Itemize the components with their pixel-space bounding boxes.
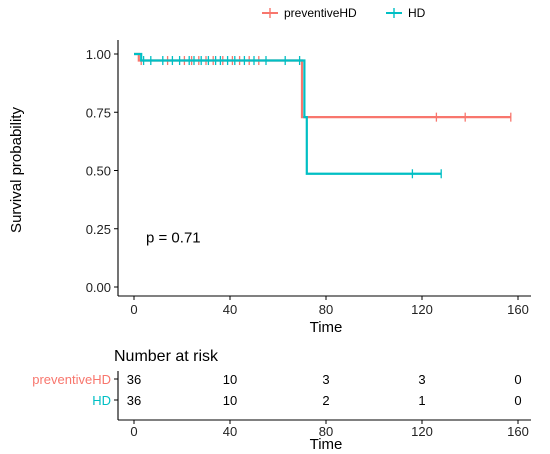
risk-table: preventiveHD 36 10 3 3 0HD 36 10 2 1 00 40 80 120 160T…	[32, 371, 531, 453]
km-survival-curves	[134, 52, 512, 179]
legend: preventiveHD HD	[262, 6, 426, 20]
legend-label-HD: HD	[408, 6, 426, 20]
x-tick-label: 160	[507, 302, 529, 317]
y-tick-label: 0.00	[86, 280, 111, 295]
y-tick-label: 0.25	[86, 222, 111, 237]
risk-x-tick-label: 80	[319, 424, 333, 439]
x-tick-label: 40	[223, 302, 237, 317]
x-axis-title: Time	[310, 319, 343, 336]
km-plot-axes: 0.00 0.25 0.50 0.75 1.00 0 40 80 120 160 Time Survi…	[8, 40, 531, 336]
risk-x-tick-label: 120	[411, 424, 433, 439]
risk-row-label-preventiveHD: preventiveHD	[32, 372, 111, 387]
risk-row-label-HD: HD	[92, 393, 111, 408]
y-tick-label: 0.75	[86, 105, 111, 120]
risk-count: 10	[223, 372, 237, 387]
risk-count: 2	[322, 393, 329, 408]
y-axis-title: Survival probability	[8, 107, 25, 233]
km-curve-HD	[134, 52, 442, 175]
risk-count: 36	[127, 393, 141, 408]
x-tick-label: 80	[319, 302, 333, 317]
risk-count: 3	[418, 372, 425, 387]
risk-x-tick-label: 0	[130, 424, 137, 439]
p-value-annotation: p = 0.71	[146, 230, 201, 247]
risk-count: 10	[223, 393, 237, 408]
risk-table-title: Number at risk	[114, 348, 219, 365]
risk-x-axis-title: Time	[310, 436, 343, 453]
risk-count: 1	[418, 393, 425, 408]
risk-count: 0	[514, 393, 521, 408]
y-tick-label: 0.50	[86, 164, 111, 179]
risk-count: 0	[514, 372, 521, 387]
y-tick-label: 1.00	[86, 47, 111, 62]
risk-count: 3	[322, 372, 329, 387]
risk-count: 36	[127, 372, 141, 387]
risk-x-tick-label: 160	[507, 424, 529, 439]
legend-label-preventiveHD: preventiveHD	[284, 6, 357, 20]
x-tick-label: 120	[411, 302, 433, 317]
km-curve-preventiveHD	[134, 52, 511, 119]
x-tick-label: 0	[130, 302, 137, 317]
risk-x-tick-label: 40	[223, 424, 237, 439]
